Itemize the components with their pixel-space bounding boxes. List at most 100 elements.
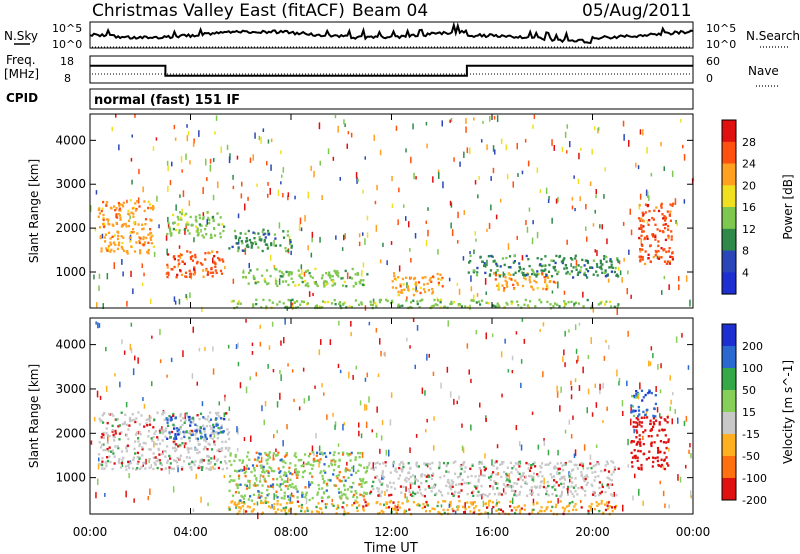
x-tick-label: 00:00 [73,525,108,539]
power-echo-cell [121,203,124,207]
velocity-noise-point [458,395,460,400]
velocity-echo-cell [408,471,411,474]
velocity-echo-cell [315,510,318,513]
power-echo-cell [282,273,285,276]
velocity-noise-point [192,326,194,333]
velocity-echo-cell [143,425,146,428]
velocity-echo-cell [397,501,400,504]
velocity-echo-cell [327,478,330,482]
power-echo-cell [111,223,114,226]
power-noise-point [107,218,109,226]
power-echo-cell [216,212,219,215]
velocity-echo-cell [471,464,474,467]
velocity-echo-cell [223,417,226,421]
power-echo-cell [311,276,314,279]
velocity-echo-cell [287,495,290,498]
power-noise-point [475,238,477,242]
power-noise-point [166,248,168,255]
velocity-echo-cell [441,494,444,497]
power-echo-cell [132,212,135,215]
velocity-echo-cell [483,465,486,469]
velocity-echo-cell [319,452,322,455]
power-noise-point [573,175,575,179]
velocity-echo-cell [474,475,477,478]
velocity-echo-cell [137,437,140,440]
velocity-echo-cell [650,441,653,444]
velocity-echo-cell [234,453,237,457]
velocity-echo-cell [506,478,509,481]
power-echo-cell [342,302,345,305]
power-noise-point [536,231,539,239]
power-echo-cell [647,257,650,260]
power-echo-cell [237,249,240,253]
velocity-echo-cell [635,421,638,424]
velocity-echo-cell [245,487,249,490]
velocity-echo-cell [335,507,338,510]
velocity-echo-cell [202,447,205,451]
velocity-echo-cell [480,484,483,488]
velocity-echo-cell [402,485,405,488]
power-echo-cell [613,270,616,274]
power-echo-cell [511,300,514,304]
power-noise-point [627,270,629,275]
power-echo-cell [536,273,539,276]
velocity-echo-cell [235,503,238,507]
power-echo-cell [504,279,507,283]
velocity-noise-point [287,363,289,367]
velocity-echo-cell [467,482,470,485]
velocity-echo-cell [402,463,405,466]
power-noise-point [372,298,375,304]
velocity-echo-cell [501,462,504,465]
power-echo-cell [531,272,534,276]
power-echo-cell [562,259,565,263]
velocity-echo-cell [462,463,465,466]
power-noise-point [177,263,179,268]
velocity-noise-point [360,433,363,439]
power-echo-cell [609,259,612,263]
power-echo-cell [488,274,491,277]
power-colorbar-tick-label: 4 [742,266,749,279]
power-echo-cell [304,270,307,273]
power-echo-cell [521,273,525,276]
velocity-echo-cell [453,493,456,496]
power-noise-point [178,245,181,249]
velocity-echo-cell [502,461,505,464]
velocity-echo-cell [478,462,481,465]
power-echo-cell [479,303,482,306]
power-echo-cell [574,301,577,304]
power-echo-cell [563,267,566,270]
velocity-echo-cell [280,496,283,500]
power-noise-point [586,236,588,242]
power-echo-cell [284,280,288,283]
velocity-echo-cell [253,502,256,506]
power-echo-cell [333,299,336,302]
power-echo-cell [124,222,127,226]
power-echo-cell [315,283,318,286]
velocity-echo-cell [590,509,593,512]
velocity-echo-cell [168,417,171,421]
power-echo-cell [264,236,267,239]
power-echo-cell [302,300,305,304]
power-echo-cell [662,249,665,252]
velocity-echo-cell [572,495,575,498]
power-noise-point [301,269,303,275]
velocity-echo-cell [106,459,110,463]
velocity-echo-cell [174,416,177,419]
velocity-echo-cell [495,460,498,463]
velocity-noise-point [491,459,493,466]
power-echo-cell [324,280,327,283]
velocity-echo-cell [551,505,554,509]
power-noise-point [236,155,239,160]
velocity-echo-cell [635,443,638,446]
power-echo-cell [339,301,342,304]
velocity-noise-point [390,392,393,398]
power-echo-cell [168,227,171,230]
velocity-noise-point [659,480,661,485]
velocity-echo-cell [478,467,482,470]
power-echo-cell [372,301,376,304]
power-echo-cell [193,268,196,271]
velocity-noise-point [652,353,654,359]
velocity-echo-cell [270,469,273,473]
power-echo-cell [263,279,266,282]
velocity-echo-cell [213,467,216,470]
